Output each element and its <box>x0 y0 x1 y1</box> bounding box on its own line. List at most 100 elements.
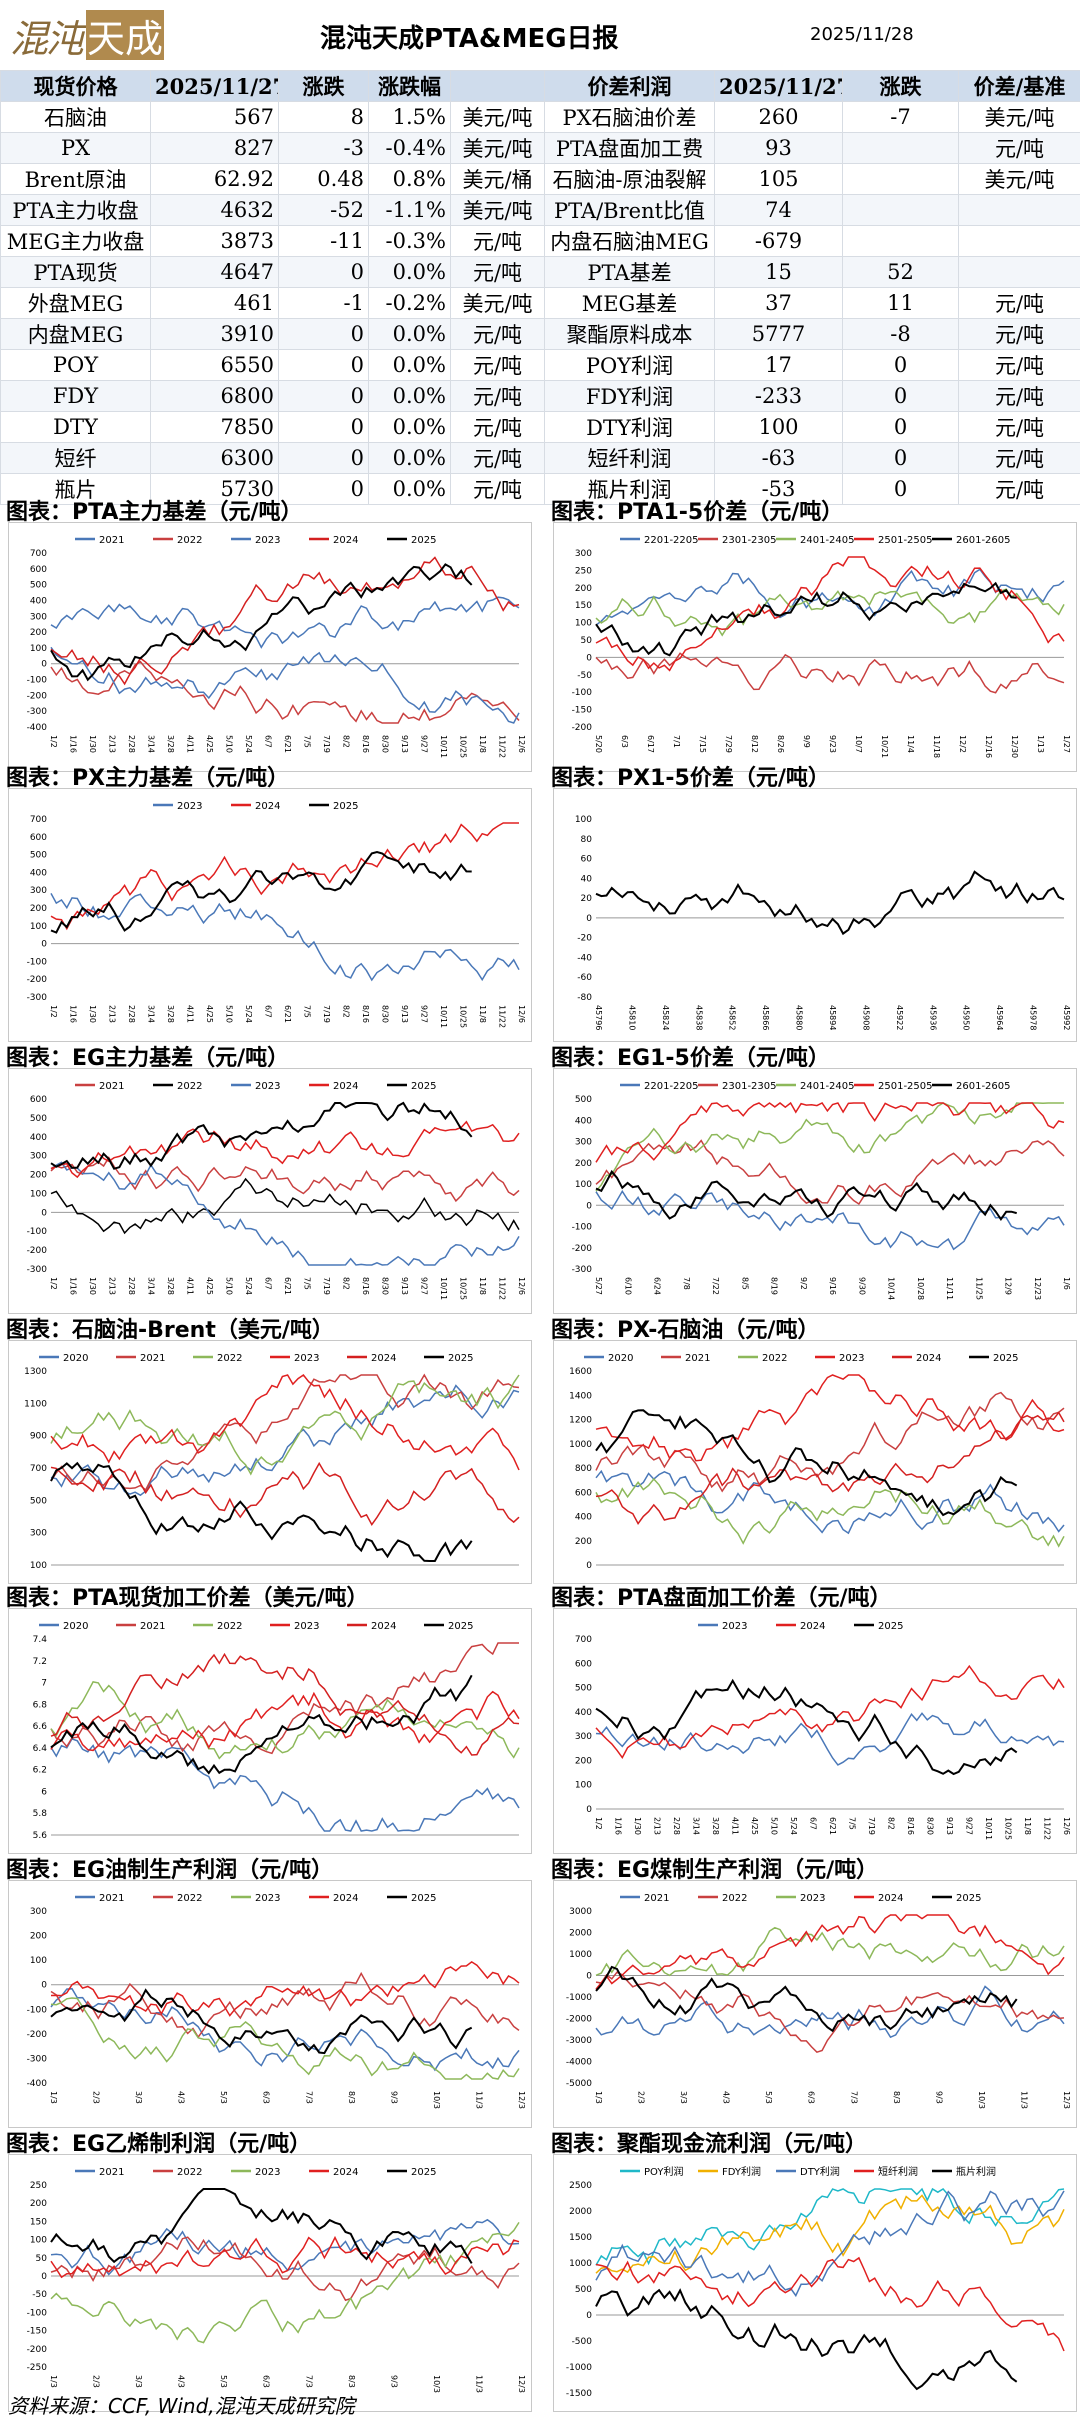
table-cell: 元/吨 <box>958 442 1080 474</box>
table-cell: 0.48 <box>278 163 369 195</box>
x-tick-label: 11/18 <box>932 735 941 758</box>
table-cell: 17 <box>714 349 843 381</box>
table-cell: PX <box>0 132 151 164</box>
series-line <box>50 822 519 931</box>
chart-panel: 2201-2205 2301-2305 2401-2405 2501-2505 2601… <box>553 522 1077 772</box>
x-tick-label: 1/30 <box>88 1005 97 1023</box>
y-tick-label: -100 <box>27 2005 48 2015</box>
chart-panel: 2201-2205 2301-2305 2401-2405 2501-2505 2601… <box>553 1068 1077 1314</box>
table-cell: 0.0% <box>368 318 451 350</box>
table-cell: FDY利润 <box>544 380 715 412</box>
table-cell: 52 <box>842 256 959 288</box>
x-tick-label: 9/13 <box>400 1005 409 1023</box>
y-tick-label: 600 <box>30 1095 47 1105</box>
table-cell: 37 <box>714 287 843 319</box>
table-header-cell: 价差利润 <box>544 70 715 102</box>
legend-label: 2025 <box>411 1081 436 1092</box>
y-tick-label: -2000 <box>566 2015 592 2025</box>
x-tick-label: 4/3 <box>722 2091 731 2104</box>
y-tick-label: 3000 <box>569 1907 592 1917</box>
legend-label: 2021 <box>685 1353 710 1364</box>
y-tick-label: 300 <box>30 886 47 896</box>
table-cell: 元/吨 <box>958 411 1080 443</box>
x-tick-label: 4/25 <box>750 1817 759 1835</box>
series-line <box>50 1971 520 2039</box>
legend-label: 2024 <box>371 1353 396 1364</box>
x-tick-label: 2/13 <box>653 1817 662 1835</box>
x-tick-label: 11/4 <box>906 735 915 753</box>
series-line <box>50 1690 520 1752</box>
x-tick-label: 3/14 <box>692 1817 701 1835</box>
y-tick-label: 100 <box>575 815 592 825</box>
x-tick-label: 8/2 <box>342 735 351 748</box>
table-cell: 美元/吨 <box>450 287 545 319</box>
x-tick-label: 8/16 <box>906 1817 915 1835</box>
x-tick-label: 12/30 <box>1010 735 1019 758</box>
x-tick-label: 1/13 <box>1036 735 1045 753</box>
y-tick-label: 100 <box>30 1561 47 1571</box>
x-tick-label: 8/2 <box>887 1817 896 1830</box>
table-cell: POY <box>0 349 151 381</box>
x-tick-label: 9/27 <box>420 1277 429 1295</box>
x-tick-label: 11/3 <box>474 2091 483 2109</box>
legend-label: 2022 <box>217 1353 242 1364</box>
x-tick-label: 11/11 <box>945 1277 954 1300</box>
series-line <box>50 1960 520 2017</box>
chart-svg: 2201-2205 2301-2305 2401-2405 2501-2505 2601… <box>572 1081 1071 1300</box>
y-tick-label: 0 <box>41 1208 47 1218</box>
x-tick-label: 8/30 <box>381 735 390 753</box>
legend-label: 2022 <box>177 1081 202 1092</box>
x-tick-label: 1/30 <box>88 1277 97 1295</box>
x-tick-label: 12/6 <box>1062 1817 1071 1835</box>
y-tick-label: -40 <box>577 953 592 963</box>
x-tick-label: 1/16 <box>69 735 78 753</box>
legend-label: 2023 <box>294 1621 319 1632</box>
y-tick-label: 300 <box>575 549 592 559</box>
legend-label: 2025 <box>448 1353 473 1364</box>
x-tick-label: 9/13 <box>400 735 409 753</box>
y-tick-label: 600 <box>30 565 47 575</box>
chart-title: 图表：EG1-5价差（元/吨） <box>551 1046 830 1071</box>
table-row: FDY 6800 0 0.0% 元/吨 FDY利润 -233 0 元/吨 <box>0 380 1080 412</box>
x-tick-label: 4/25 <box>205 735 214 753</box>
y-tick-label: 1600 <box>569 1367 592 1377</box>
legend-label: 2501-2505 <box>878 1081 933 1092</box>
table-cell: -8 <box>842 318 959 350</box>
series-line <box>50 2188 473 2264</box>
table-row: MEG主力收盘 3873 -11 -0.3% 元/吨 内盘石脑油MEG -679 <box>0 225 1080 257</box>
logo-text-1: 混沌 <box>10 16 84 61</box>
x-tick-label: 45824 <box>661 1005 670 1030</box>
x-tick-label: 3/28 <box>166 1005 175 1023</box>
x-tick-label: 45838 <box>694 1005 703 1030</box>
y-tick-label: 200 <box>30 1171 47 1181</box>
x-tick-label: 6/7 <box>264 735 273 748</box>
x-tick-label: 9/2 <box>799 1277 808 1290</box>
table-cell: 聚酯原料成本 <box>544 318 715 350</box>
table-cell: 0 <box>842 473 959 505</box>
table-row: POY 6550 0 0.0% 元/吨 POY利润 17 0 元/吨 <box>0 349 1080 381</box>
legend-label: 2025 <box>448 1621 473 1632</box>
y-tick-label: 0 <box>586 1972 592 1982</box>
x-tick-label: 7/5 <box>848 1817 857 1830</box>
legend-label: 2023 <box>839 1353 864 1364</box>
legend-label: 2020 <box>608 1353 633 1364</box>
table-cell: 15 <box>714 256 843 288</box>
y-tick-label: 250 <box>575 566 592 576</box>
table-cell: 3873 <box>150 225 279 257</box>
y-tick-label: 2000 <box>569 2207 592 2217</box>
y-tick-label: 500 <box>575 2285 592 2295</box>
y-tick-label: 1000 <box>569 2259 592 2269</box>
chart-svg: 2020 2021 2022 2023 2024 2025 1300 1100 900 700 50… <box>24 1353 520 1571</box>
legend-label: 2021 <box>140 1353 165 1364</box>
table-cell: 瓶片利润 <box>544 473 715 505</box>
table-cell: 元/吨 <box>450 442 545 474</box>
x-tick-label: 9/13 <box>945 1817 954 1835</box>
table-cell: 0 <box>842 442 959 474</box>
y-tick-label: 400 <box>30 596 47 606</box>
table-cell: PTA盘面加工费 <box>544 132 715 164</box>
series-line <box>50 1997 520 2080</box>
table-cell: -52 <box>278 194 369 226</box>
legend-label: 2022 <box>177 2167 202 2178</box>
y-tick-label: 1000 <box>569 1440 592 1450</box>
table-cell: PX石脑油价差 <box>544 101 715 133</box>
